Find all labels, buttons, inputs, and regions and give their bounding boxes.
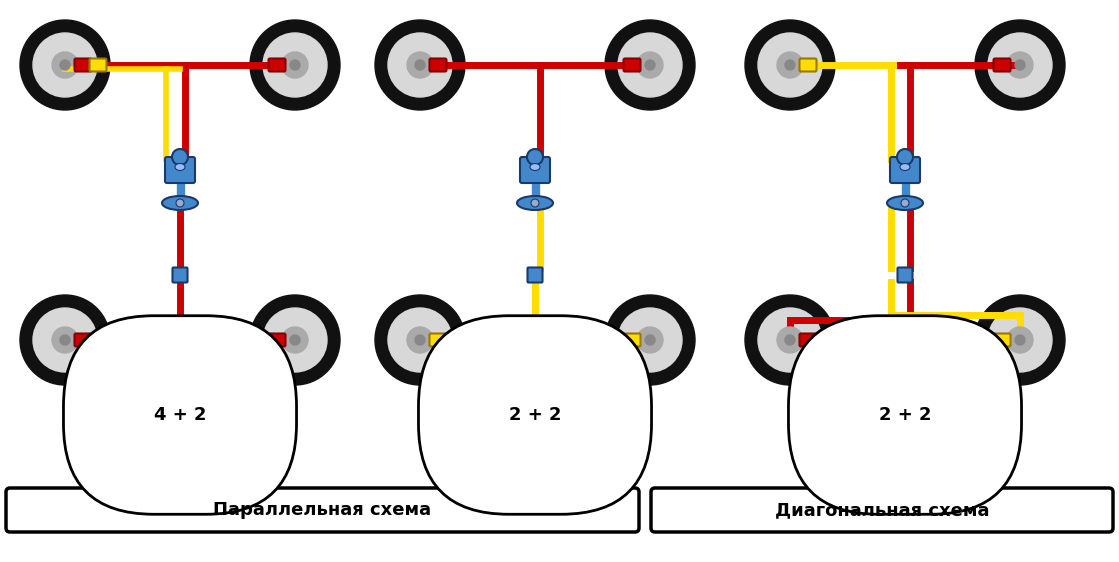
Circle shape — [60, 60, 70, 70]
Circle shape — [282, 52, 308, 78]
Circle shape — [777, 327, 803, 353]
Circle shape — [263, 33, 327, 97]
FancyBboxPatch shape — [799, 58, 817, 71]
Circle shape — [1015, 60, 1025, 70]
FancyBboxPatch shape — [430, 333, 446, 347]
Circle shape — [988, 308, 1052, 372]
Ellipse shape — [162, 196, 198, 210]
Ellipse shape — [517, 196, 553, 210]
Circle shape — [605, 295, 695, 385]
Circle shape — [388, 308, 452, 372]
FancyBboxPatch shape — [527, 268, 543, 283]
Circle shape — [32, 33, 97, 97]
Circle shape — [758, 308, 822, 372]
Circle shape — [20, 20, 110, 110]
FancyBboxPatch shape — [164, 157, 195, 183]
FancyBboxPatch shape — [897, 268, 912, 283]
FancyBboxPatch shape — [799, 333, 817, 347]
Circle shape — [176, 199, 184, 207]
Circle shape — [1015, 335, 1025, 345]
FancyBboxPatch shape — [890, 157, 920, 183]
Circle shape — [290, 60, 300, 70]
Circle shape — [975, 295, 1065, 385]
FancyBboxPatch shape — [172, 268, 188, 283]
Bar — [177, 181, 184, 199]
Circle shape — [897, 149, 913, 165]
Circle shape — [777, 52, 803, 78]
Circle shape — [290, 335, 300, 345]
Circle shape — [637, 52, 662, 78]
Circle shape — [758, 33, 822, 97]
Bar — [902, 181, 909, 199]
Circle shape — [20, 295, 110, 385]
Circle shape — [645, 335, 655, 345]
FancyBboxPatch shape — [90, 58, 106, 71]
Circle shape — [32, 308, 97, 372]
Text: 2 + 2: 2 + 2 — [878, 406, 931, 424]
Circle shape — [618, 308, 681, 372]
Circle shape — [786, 335, 794, 345]
FancyBboxPatch shape — [430, 58, 446, 71]
FancyBboxPatch shape — [651, 488, 1113, 532]
FancyBboxPatch shape — [75, 58, 92, 71]
Text: Диагональная схема: Диагональная схема — [774, 501, 989, 519]
Circle shape — [282, 327, 308, 353]
Ellipse shape — [900, 164, 910, 170]
Circle shape — [975, 20, 1065, 110]
FancyBboxPatch shape — [269, 58, 285, 71]
Circle shape — [745, 20, 835, 110]
FancyBboxPatch shape — [75, 333, 92, 347]
Circle shape — [51, 327, 78, 353]
Circle shape — [745, 295, 835, 385]
Circle shape — [250, 20, 340, 110]
FancyBboxPatch shape — [6, 488, 639, 532]
Circle shape — [618, 33, 681, 97]
Circle shape — [901, 199, 909, 207]
Circle shape — [388, 33, 452, 97]
Ellipse shape — [175, 164, 185, 170]
Text: 2 + 2: 2 + 2 — [509, 406, 562, 424]
Bar — [532, 181, 538, 199]
FancyBboxPatch shape — [269, 333, 285, 347]
Circle shape — [375, 295, 466, 385]
Circle shape — [637, 327, 662, 353]
Circle shape — [51, 52, 78, 78]
FancyBboxPatch shape — [994, 333, 1010, 347]
Circle shape — [1007, 327, 1033, 353]
Circle shape — [407, 52, 433, 78]
Circle shape — [415, 335, 425, 345]
Circle shape — [172, 149, 188, 165]
Circle shape — [60, 335, 70, 345]
Circle shape — [786, 60, 794, 70]
FancyBboxPatch shape — [623, 333, 640, 347]
FancyBboxPatch shape — [520, 157, 551, 183]
Circle shape — [527, 149, 543, 165]
Circle shape — [605, 20, 695, 110]
FancyBboxPatch shape — [623, 58, 640, 71]
Circle shape — [375, 20, 466, 110]
Ellipse shape — [530, 164, 540, 170]
Circle shape — [1007, 52, 1033, 78]
Ellipse shape — [887, 196, 923, 210]
Circle shape — [263, 308, 327, 372]
Circle shape — [415, 60, 425, 70]
Text: 4 + 2: 4 + 2 — [153, 406, 206, 424]
Circle shape — [250, 295, 340, 385]
Circle shape — [407, 327, 433, 353]
FancyBboxPatch shape — [994, 58, 1010, 71]
Circle shape — [645, 60, 655, 70]
Circle shape — [988, 33, 1052, 97]
Circle shape — [532, 199, 539, 207]
Text: Параллельная схема: Параллельная схема — [214, 501, 432, 519]
